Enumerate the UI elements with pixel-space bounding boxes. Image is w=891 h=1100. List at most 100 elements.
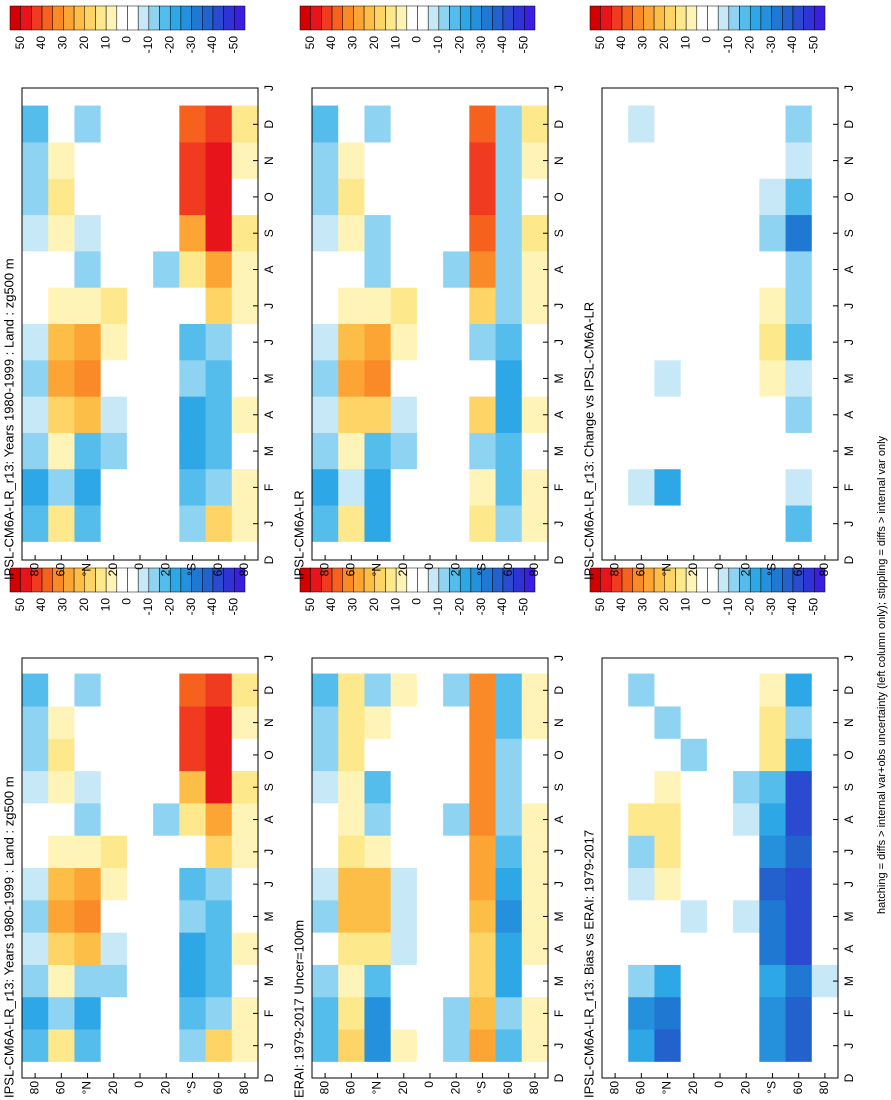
x-tick-label: A [552, 266, 566, 274]
cell [126, 105, 154, 143]
cell [22, 802, 49, 836]
cell [469, 396, 497, 433]
colorbar-box [771, 5, 783, 31]
cell [521, 323, 549, 361]
cell [231, 504, 259, 542]
cell [48, 178, 76, 216]
cell [628, 323, 656, 361]
cell [312, 770, 339, 804]
cell [100, 835, 128, 868]
cell [706, 396, 734, 433]
cell [231, 964, 259, 998]
cell [602, 178, 629, 216]
cell [680, 996, 708, 1030]
cell [338, 835, 366, 868]
y-tick-label: 80 [527, 563, 541, 577]
cell [100, 359, 128, 397]
cell [733, 432, 760, 470]
cell [469, 1028, 497, 1062]
cell [205, 468, 233, 506]
cell [100, 964, 128, 998]
colorbar-label: -30 [764, 598, 778, 616]
colorbar-label: -20 [742, 598, 756, 616]
colorbar-box [739, 5, 751, 31]
cell [338, 468, 366, 506]
colorbar-label: 0 [700, 598, 714, 605]
cell [469, 705, 497, 739]
cell [153, 141, 180, 179]
cell [205, 504, 233, 542]
cell [179, 964, 207, 998]
colorbar-label: -10 [721, 36, 735, 54]
colorbar-label: 30 [636, 36, 650, 50]
cell [100, 432, 128, 470]
x-tick-label: M [842, 446, 856, 456]
cell [521, 932, 549, 965]
colorbar-box [180, 5, 192, 31]
cell [785, 802, 813, 836]
cell [785, 214, 813, 252]
cell [654, 705, 682, 739]
cell [469, 673, 497, 707]
cell [706, 835, 734, 868]
colorbar-box [95, 5, 107, 31]
cell [495, 105, 523, 143]
cell [602, 802, 629, 836]
cell [338, 359, 366, 397]
cell [153, 214, 180, 252]
cell [231, 396, 259, 433]
x-tick-label: J [262, 339, 276, 345]
cell [602, 1028, 629, 1062]
cell [469, 996, 497, 1030]
colorbar-box [524, 5, 536, 31]
cell [443, 287, 470, 324]
x-tick-label: J [842, 881, 856, 887]
cell [654, 105, 682, 143]
cell [680, 359, 708, 397]
cell [785, 432, 813, 470]
x-tick-label: O [552, 750, 566, 759]
cell [654, 323, 682, 361]
cell [706, 899, 734, 933]
x-tick-label: D [552, 555, 566, 564]
cell [48, 214, 76, 252]
cell [759, 802, 787, 836]
cell [680, 250, 708, 288]
y-tick-label: 20 [158, 1081, 172, 1095]
cell [100, 141, 128, 179]
cell [811, 899, 839, 933]
cell [521, 250, 549, 288]
colorbar-label: -10 [431, 598, 445, 616]
cell [338, 396, 366, 433]
footnote: hatching = diffs > internal var+obs unce… [876, 435, 888, 914]
cell [231, 287, 259, 324]
cell [74, 287, 102, 324]
cell [390, 178, 418, 216]
cell [443, 964, 470, 998]
cell [706, 1028, 734, 1062]
cell [706, 141, 734, 179]
cell [785, 504, 813, 542]
colorbar-box [363, 5, 376, 31]
y-tick-label: °N [80, 563, 94, 576]
cell [733, 802, 760, 836]
y-tick-label: 0 [422, 1081, 436, 1088]
colorbar-box [438, 5, 450, 31]
cell [312, 673, 339, 707]
colorbar-label: -50 [806, 36, 820, 54]
cell [733, 996, 760, 1030]
cell [338, 323, 366, 361]
cell [416, 835, 444, 868]
cell [733, 214, 760, 252]
x-tick-label: D [262, 686, 276, 695]
cell [100, 214, 128, 252]
colorbar-box [632, 5, 644, 31]
cell [338, 738, 366, 772]
x-tick-label: O [842, 192, 856, 201]
cell [22, 105, 49, 143]
cell [654, 250, 682, 288]
x-tick-label: A [262, 266, 276, 274]
cell [153, 1028, 180, 1062]
cell [74, 105, 102, 143]
